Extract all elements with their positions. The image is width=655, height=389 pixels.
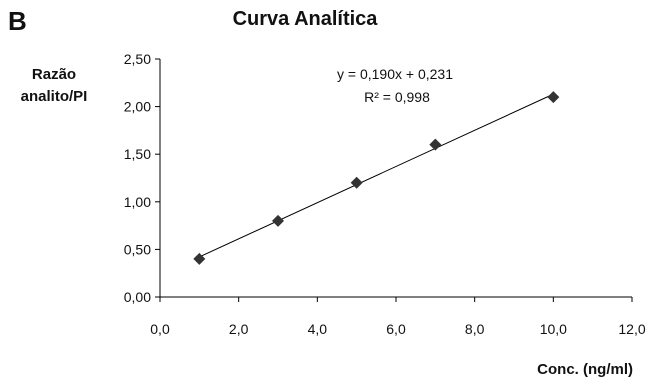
x-tick-label: 10,0 <box>540 321 567 337</box>
data-point <box>193 252 206 265</box>
panel-letter: B <box>8 6 27 36</box>
x-axis-label: Conc. (ng/ml) <box>537 361 633 378</box>
y-axis-label: Razão analito/PI <box>0 64 108 108</box>
x-tick-label: 8,0 <box>465 321 485 337</box>
x-tick-label: 6,0 <box>386 321 406 337</box>
y-tick-label: 2,00 <box>124 99 151 115</box>
y-axis-label-line-1: Razão <box>31 66 77 83</box>
trendline <box>199 93 554 258</box>
y-tick-label: 0,50 <box>124 241 151 257</box>
y-tick-label: 2,50 <box>124 51 151 67</box>
data-point <box>350 176 363 189</box>
y-tick-label: 1,50 <box>124 146 151 162</box>
r-squared-annotation: R² = 0,998 <box>364 89 430 105</box>
x-tick-label: 2,0 <box>229 321 249 337</box>
y-tick-label: 0,00 <box>124 289 151 305</box>
equation-annotation: y = 0,190x + 0,231 <box>337 66 453 82</box>
x-tick-label: 0,0 <box>150 321 170 337</box>
x-tick-label: 12,0 <box>618 321 645 337</box>
y-axis-label-line-2: analito/PI <box>20 88 88 105</box>
y-tick-label: 1,00 <box>124 194 151 210</box>
data-point <box>547 91 560 104</box>
data-point <box>429 138 442 151</box>
x-tick-label: 4,0 <box>308 321 328 337</box>
chart-title: Curva Analítica <box>232 8 378 30</box>
data-point <box>272 214 284 227</box>
